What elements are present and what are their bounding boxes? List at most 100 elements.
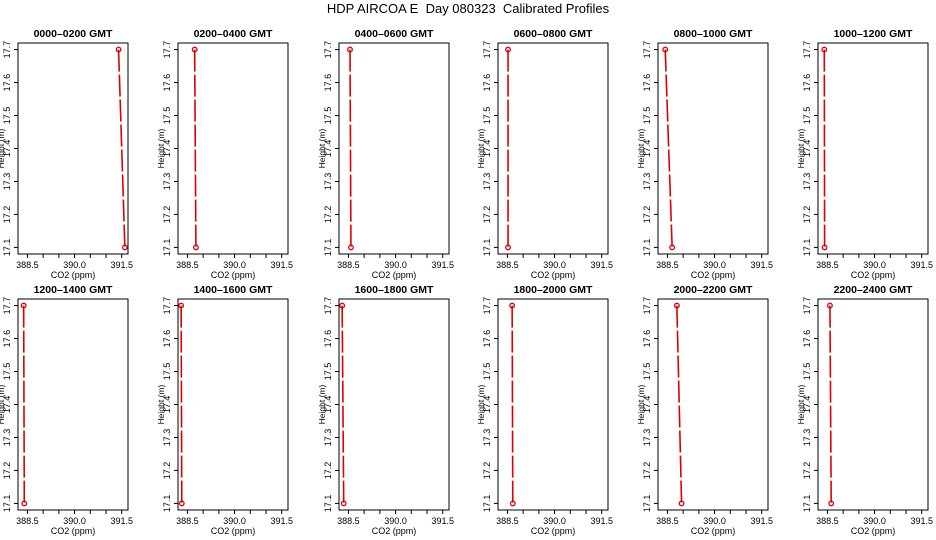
plot-frame: [817, 298, 929, 511]
y-tick-label: 17.7: [323, 41, 333, 59]
data-point: [509, 500, 516, 507]
x-tick-label: 388.5: [816, 260, 839, 270]
x-tick-label: 391.5: [590, 260, 613, 270]
y-tick-label: 17.3: [642, 429, 652, 447]
y-tick-label: 17.3: [162, 429, 172, 447]
y-tick-label: 17.3: [2, 173, 12, 191]
plot-frame: [657, 298, 769, 511]
x-axis-label: CO2 (ppm): [372, 270, 417, 280]
plot-frame: [817, 42, 929, 255]
x-tick-label: 391.5: [431, 516, 454, 526]
y-tick-label: 17.5: [642, 363, 652, 381]
x-axis-label: CO2 (ppm): [851, 526, 896, 536]
profile-panel: 1400–1600 GMT 388.5 390.0 391.5 CO2 (ppm) 17.…: [156, 284, 293, 536]
y-tick-label: 17.1: [802, 495, 812, 513]
y-tick-label: 17.7: [323, 297, 333, 315]
x-tick-label: 390.0: [543, 516, 566, 526]
y-tick-label: 17.2: [162, 206, 172, 224]
y-tick-label: 17.5: [482, 107, 492, 125]
x-axis-label: CO2 (ppm): [691, 270, 736, 280]
data-point: [821, 244, 828, 251]
data-point: [673, 302, 680, 309]
data-point: [347, 244, 354, 251]
data-point: [178, 302, 185, 309]
x-tick-label: 390.0: [223, 260, 246, 270]
profile-panel: 0000–0200 GMT 388.5 390.0 391.5 CO2 (ppm) 17.…: [0, 28, 133, 280]
y-tick-label: 17.3: [482, 173, 492, 191]
x-tick-label: 390.0: [223, 516, 246, 526]
y-tick-label: 17.6: [802, 330, 812, 348]
y-tick-label: 17.4: [802, 140, 812, 158]
x-tick-label: 390.0: [703, 260, 726, 270]
y-axis-label: Height (m): [796, 129, 806, 169]
y-tick-label: 17.7: [802, 41, 812, 59]
y-tick-label: 17.4: [323, 396, 333, 414]
x-tick-label: 391.5: [910, 260, 933, 270]
plot-frame: [497, 298, 609, 511]
data-point: [505, 244, 512, 251]
x-tick-label: 390.0: [63, 516, 86, 526]
y-axis-label: Height (m): [317, 129, 327, 169]
x-tick-label: 391.5: [110, 516, 133, 526]
y-tick-label: 17.4: [323, 140, 333, 158]
y-tick-label: 17.6: [802, 74, 812, 92]
profile-panel: 2200–2400 GMT 388.5 390.0 391.5 CO2 (ppm) 17.…: [796, 284, 933, 536]
y-tick-label: 17.2: [2, 462, 12, 480]
data-point: [340, 500, 347, 507]
y-tick-label: 17.4: [162, 140, 172, 158]
y-tick-label: 17.6: [642, 330, 652, 348]
y-axis-label: Height (m): [156, 385, 166, 425]
profile-panel: 0800–1000 GMT 388.5 390.0 391.5 CO2 (ppm) 17.…: [636, 28, 773, 280]
panel-title: 2000–2200 GMT: [674, 284, 753, 296]
y-tick-label: 17.5: [642, 107, 652, 125]
x-tick-label: 388.5: [656, 516, 679, 526]
y-tick-label: 17.6: [162, 74, 172, 92]
y-tick-label: 17.1: [642, 495, 652, 513]
y-tick-label: 17.5: [2, 363, 12, 381]
x-tick-label: 388.5: [816, 516, 839, 526]
x-tick-label: 391.5: [270, 260, 293, 270]
y-tick-label: 17.3: [162, 173, 172, 191]
y-tick-label: 17.1: [323, 495, 333, 513]
y-tick-label: 17.5: [323, 363, 333, 381]
y-tick-label: 17.6: [482, 330, 492, 348]
y-axis-label: Height (m): [636, 385, 646, 425]
y-tick-label: 17.4: [2, 140, 12, 158]
plot-frame: [657, 42, 769, 255]
y-axis-label: Height (m): [476, 385, 486, 425]
x-axis-label: CO2 (ppm): [691, 526, 736, 536]
data-point: [669, 244, 676, 251]
profile-line: [341, 305, 345, 504]
profile-panel: 1200–1400 GMT 388.5 390.0 391.5 CO2 (ppm) 17.…: [0, 284, 133, 536]
panel-title: 1400–1600 GMT: [194, 284, 273, 296]
panel-title: 1200–1400 GMT: [34, 284, 113, 296]
x-tick-label: 388.5: [656, 260, 679, 270]
y-tick-label: 17.3: [2, 429, 12, 447]
data-point: [821, 46, 828, 53]
y-tick-label: 17.5: [162, 363, 172, 381]
chart-main-title: HDP AIRCOA E Day 080323 Calibrated Profi…: [326, 1, 610, 16]
y-tick-label: 17.2: [162, 462, 172, 480]
data-point: [826, 302, 833, 309]
y-tick-label: 17.4: [482, 140, 492, 158]
y-tick-label: 17.5: [162, 107, 172, 125]
x-tick-label: 388.5: [176, 516, 199, 526]
x-tick-label: 391.5: [910, 516, 933, 526]
x-tick-label: 390.0: [384, 260, 407, 270]
panel-title: 1000–1200 GMT: [834, 28, 913, 40]
profile-line: [349, 49, 352, 248]
x-tick-label: 391.5: [270, 516, 293, 526]
profile-panel: 0200–0400 GMT 388.5 390.0 391.5 CO2 (ppm) 17.…: [156, 28, 293, 280]
x-axis-label: CO2 (ppm): [51, 270, 96, 280]
profile-line: [829, 305, 832, 504]
y-tick-label: 17.1: [2, 239, 12, 257]
profile-line: [193, 49, 197, 248]
profile-line: [511, 305, 514, 504]
y-tick-label: 17.3: [323, 173, 333, 191]
x-tick-label: 391.5: [590, 516, 613, 526]
panel-title: 2200–2400 GMT: [834, 284, 913, 296]
profile-line: [180, 305, 183, 504]
y-tick-label: 17.2: [482, 462, 492, 480]
y-tick-label: 17.7: [642, 297, 652, 315]
